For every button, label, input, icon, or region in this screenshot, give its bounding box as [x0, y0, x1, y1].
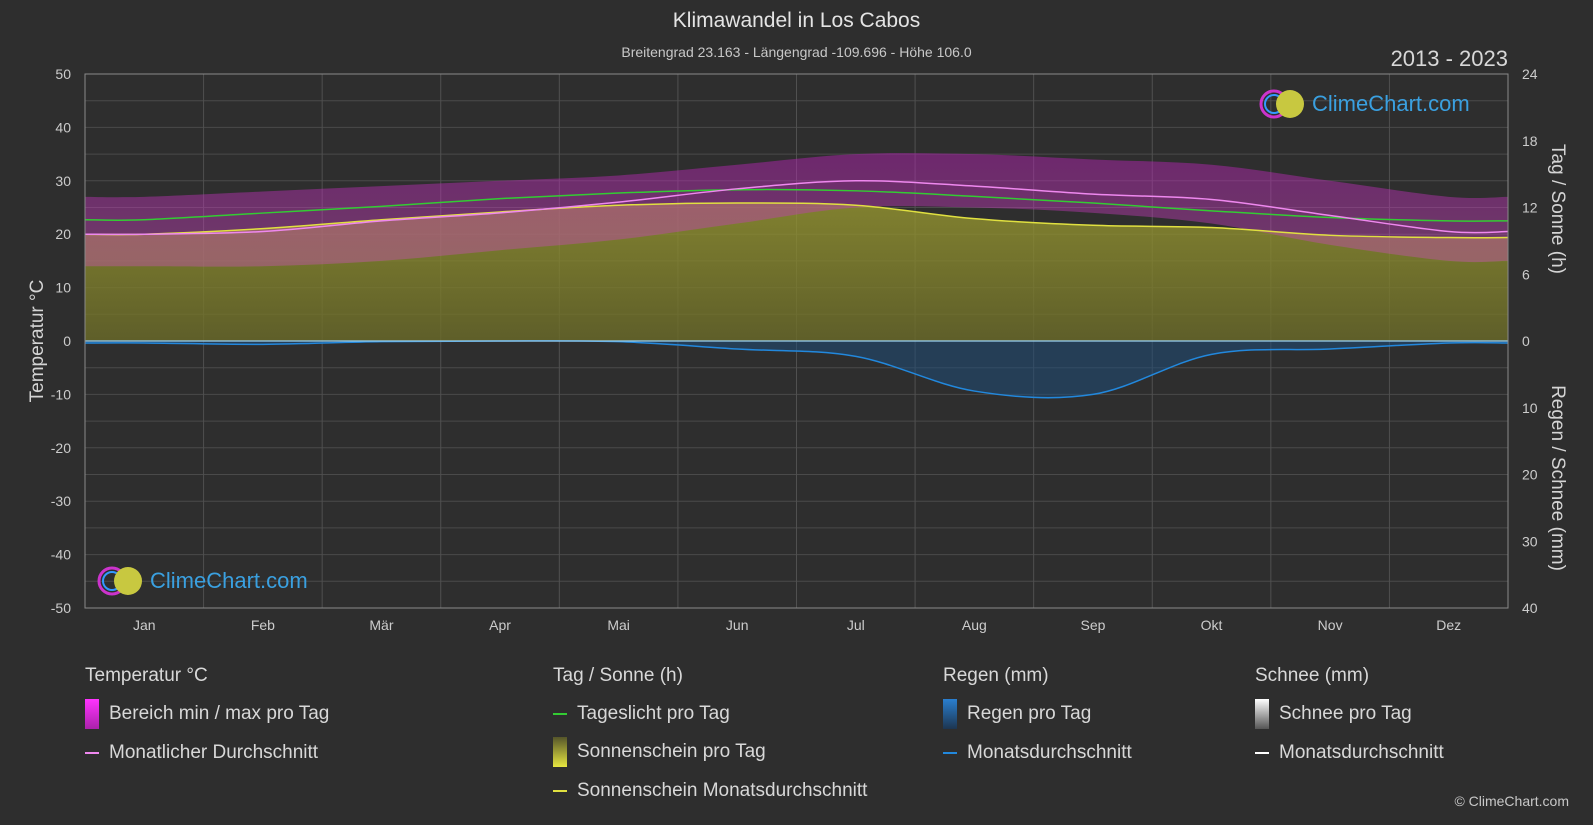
- logo-bottom: ClimeChart.com: [96, 565, 308, 597]
- legend-snow-avg: Monatsdurchschnitt: [1255, 742, 1444, 764]
- x-tick-label: Sep: [1080, 617, 1105, 633]
- x-tick-label: Aug: [962, 617, 987, 633]
- y-left-title: Temperatur °C: [27, 280, 48, 403]
- y-left-tick-label: 10: [55, 280, 71, 296]
- legend-snow-head: Schnee (mm): [1255, 665, 1370, 686]
- x-tick-label: Apr: [489, 617, 511, 633]
- temp-avg-line: [84, 180, 1509, 236]
- legend-rain-day: Regen pro Tag: [943, 699, 1091, 729]
- sun-avg-swatch: [553, 790, 567, 792]
- legend-sun-head: Tag / Sonne (h): [553, 665, 683, 686]
- chart-title: Klimawandel in Los Cabos: [672, 9, 921, 32]
- y-left-tick-label: -40: [51, 547, 71, 563]
- y-right-top-tick-label: 0: [1522, 333, 1530, 349]
- x-tick-label: Jun: [726, 617, 749, 633]
- climate-chart: 50 40 30 20 10 0 -10 -20 -30 -40 -50 24 18 12 6 0 10 20 30…: [27, 66, 1568, 633]
- legend-sun-avg-label: Sonnenschein Monatsdurchschnitt: [577, 780, 868, 801]
- logo-top: ClimeChart.com: [1258, 88, 1470, 120]
- legend-temp-range: Bereich min / max pro Tag: [85, 699, 329, 729]
- logo-text: ClimeChart.com: [1312, 91, 1470, 116]
- x-tick-label: Jul: [847, 617, 865, 633]
- legend-daylight-label: Tageslicht pro Tag: [577, 703, 730, 724]
- rain-avg-line: [84, 340, 1509, 399]
- x-tick-label: Okt: [1201, 617, 1223, 633]
- legend-rain-avg-label: Monatsdurchschnitt: [967, 742, 1132, 763]
- daylight-swatch: [553, 713, 567, 715]
- y-left-tick-label: -30: [51, 493, 71, 509]
- y-right-top-tick-label: 12: [1522, 200, 1538, 216]
- temp-range-band: [85, 153, 1508, 267]
- snow-swatch: [1255, 699, 1269, 729]
- copyright: © ClimeChart.com: [1454, 793, 1569, 809]
- y-right-bottom-tick-label: 10: [1522, 400, 1538, 416]
- chart-lines: [84, 180, 1509, 399]
- y-right-bottom-title: Regen / Schnee (mm): [1547, 385, 1568, 571]
- y-left-tick-label: -20: [51, 440, 71, 456]
- y-left-tick-label: 40: [55, 119, 71, 135]
- logo-icon: [1259, 89, 1304, 119]
- logo-text: ClimeChart.com: [150, 568, 308, 593]
- y-left-tick-label: -10: [51, 386, 71, 402]
- snow-avg-swatch: [1255, 752, 1269, 754]
- y-left-tick-label: 20: [55, 226, 71, 242]
- daylight-line: [84, 188, 1509, 222]
- legend-sunshine-label: Sonnenschein pro Tag: [577, 741, 766, 762]
- legend-snow-day-label: Schnee pro Tag: [1279, 703, 1412, 724]
- legend-snow-day: Schnee pro Tag: [1255, 699, 1412, 729]
- legend-temp-range-label: Bereich min / max pro Tag: [109, 703, 330, 724]
- rain-area: [85, 340, 1508, 398]
- axes: 50 40 30 20 10 0 -10 -20 -30 -40 -50 24 18 12 6 0 10 20 30…: [51, 66, 1538, 633]
- legend-temp-head: Temperatur °C: [85, 665, 208, 686]
- sunshine-swatch: [553, 737, 567, 767]
- y-right-top-title: Tag / Sonne (h): [1547, 144, 1568, 274]
- legend-rain-day-label: Regen pro Tag: [967, 703, 1092, 724]
- chart-areas: [85, 153, 1508, 398]
- plot-frame: [84, 73, 1509, 609]
- legend-sunshine: Sonnenschein pro Tag: [553, 737, 766, 767]
- chart-subtitle: Breitengrad 23.163 - Längengrad -109.696…: [621, 44, 972, 60]
- y-right-top-tick-label: 18: [1522, 133, 1538, 149]
- x-tick-label: Dez: [1436, 617, 1461, 633]
- rain-avg-swatch: [943, 752, 957, 754]
- x-tick-label: Feb: [251, 617, 275, 633]
- temp-range-swatch: [85, 699, 99, 729]
- rain-swatch: [943, 699, 957, 729]
- temp-avg-swatch: [85, 752, 99, 754]
- legend-sun-avg: Sonnenschein Monatsdurchschnitt: [553, 780, 867, 802]
- legend-rain-head: Regen (mm): [943, 665, 1049, 686]
- x-tick-label: Nov: [1318, 617, 1343, 633]
- y-right-top-tick-label: 6: [1522, 266, 1530, 282]
- legend-temp-avg: Monatlicher Durchschnitt: [85, 742, 318, 764]
- y-left-tick-label: 50: [55, 66, 71, 82]
- year-range: 2013 - 2023: [1390, 46, 1508, 71]
- y-right-bottom-tick-label: 40: [1522, 600, 1538, 616]
- legend-temp-avg-label: Monatlicher Durchschnitt: [109, 742, 319, 763]
- x-tick-label: Jan: [133, 617, 156, 633]
- legend-daylight: Tageslicht pro Tag: [553, 703, 730, 725]
- sunshine-avg-line: [84, 202, 1509, 239]
- y-left-tick-label: 30: [55, 173, 71, 189]
- logo-icon: [97, 566, 142, 596]
- y-left-tick-label: 0: [63, 333, 71, 349]
- y-left-tick-label: -50: [51, 600, 71, 616]
- y-right-bottom-tick-label: 30: [1522, 533, 1538, 549]
- y-right-top-tick-label: 24: [1522, 66, 1538, 82]
- legend-snow-avg-label: Monatsdurchschnitt: [1279, 742, 1444, 763]
- legend-rain-avg: Monatsdurchschnitt: [943, 742, 1132, 764]
- y-right-bottom-tick-label: 20: [1522, 467, 1538, 483]
- x-tick-label: Mär: [369, 617, 393, 633]
- x-tick-label: Mai: [607, 617, 630, 633]
